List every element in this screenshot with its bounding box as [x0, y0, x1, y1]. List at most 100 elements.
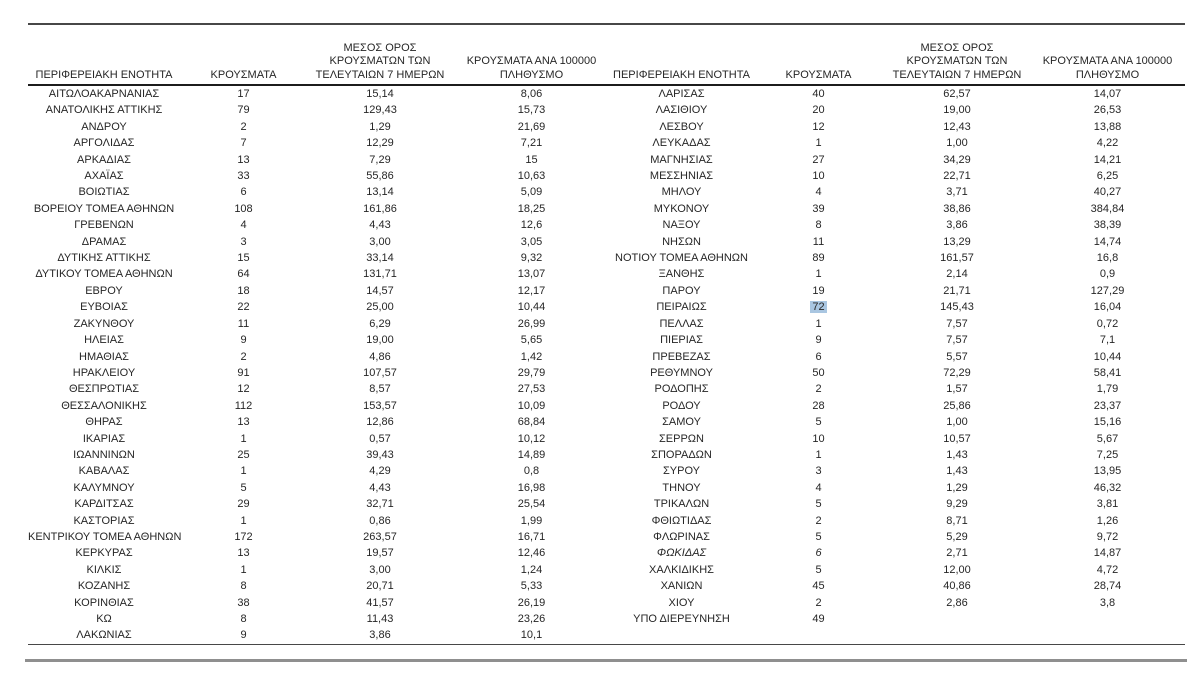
cases-cell: 72	[753, 299, 884, 315]
per100k-cell: 13,07	[453, 266, 610, 282]
cases-value: 1	[240, 465, 247, 478]
region-cell: ΠΡΕΒΕΖΑΣ	[610, 349, 753, 365]
cases-value: 19	[812, 284, 825, 297]
per100k-cell: 4,72	[1030, 562, 1185, 578]
cases-value: 39	[812, 202, 825, 215]
cases-value: 45	[812, 580, 825, 593]
region-label: ΔΥΤΙΚΗΣ ΑΤΤΙΚΗΣ	[57, 252, 151, 265]
per100k-value: 10,44	[1093, 350, 1122, 363]
region-cell: ΡΟΔΟΥ	[610, 398, 753, 414]
avg7-value: 0,57	[369, 432, 391, 445]
region-cell: ΦΩΚΙΔΑΣ	[610, 545, 753, 561]
per100k-cell: 23,37	[1030, 398, 1185, 414]
cases-cell: 10	[753, 168, 884, 184]
avg7-value: 25,00	[366, 301, 394, 314]
region-cell: ΛΕΣΒΟΥ	[610, 119, 753, 135]
cases-cell: 89	[753, 250, 884, 266]
per100k-value: 127,29	[1090, 284, 1125, 297]
region-label: ΡΟΔΟΥ	[662, 399, 701, 412]
avg7-cell: 8,71	[884, 513, 1030, 529]
per100k-cell: 26,53	[1030, 102, 1185, 118]
table-row: ΑΝΑΤΟΛΙΚΗΣ ΑΤΤΙΚΗΣ 79 129,43 15,73 ΛΑΣΙΘ…	[28, 102, 1185, 118]
cases-cell: 4	[180, 217, 307, 233]
region-label: ΠΑΡΟΥ	[662, 284, 701, 297]
table-row: ΚΑΣΤΟΡΙΑΣ 1 0,86 1,99 ΦΘΙΩΤΙΔΑΣ 2 8,71 1…	[28, 513, 1185, 529]
header-region-right: ΠΕΡΙΦΕΡΕΙΑΚΗ ΕΝΟΤΗΤΑ	[610, 25, 753, 86]
cases-value: 25	[237, 448, 250, 461]
region-cell: ΧΑΛΚΙΔΙΚΗΣ	[610, 562, 753, 578]
cases-value: 1	[815, 317, 822, 330]
header-row: ΠΕΡΙΦΕΡΕΙΑΚΗ ΕΝΟΤΗΤΑ ΚΡΟΥΣΜΑΤΑ ΜΕΣΟΣ ΟΡΟ…	[28, 25, 1185, 86]
table-row: ΘΗΡΑΣ 13 12,86 68,84 ΣΑΜΟΥ 5 1,00 15,16	[28, 414, 1185, 430]
region-cell: ΚΟΖΑΝΗΣ	[28, 578, 180, 594]
region-cell: ΒΟΙΩΤΙΑΣ	[28, 184, 180, 200]
table-row: ΚΟΡΙΝΘΙΑΣ 38 41,57 26,19 ΧΙΟΥ 2 2,86 3,8	[28, 595, 1185, 611]
cases-cell: 6	[180, 184, 307, 200]
per100k-value: 7,25	[1096, 448, 1119, 461]
avg7-value: 0,86	[369, 514, 391, 527]
avg7-cell: 25,00	[307, 299, 453, 315]
cases-value: 112	[234, 399, 253, 412]
per100k-value: 16,71	[517, 530, 546, 543]
cases-value: 4	[240, 219, 247, 232]
region-label: ΠΡΕΒΕΖΑΣ	[652, 350, 711, 363]
per100k-cell: 40,27	[1030, 184, 1185, 200]
per100k-cell: 5,67	[1030, 431, 1185, 447]
table-row: ΔΡΑΜΑΣ 3 3,00 3,05 ΝΗΣΩΝ 11 13,29 14,74	[28, 234, 1185, 250]
per100k-value: 26,99	[517, 317, 546, 330]
cases-value: 5	[815, 498, 822, 511]
avg7-value: 2,14	[946, 268, 968, 281]
cases-cell: 6	[753, 349, 884, 365]
cases-value: 1	[240, 432, 247, 445]
avg7-value: 3,86	[369, 629, 391, 642]
region-cell: ΓΡΕΒΕΝΩΝ	[28, 217, 180, 233]
per100k-cell: 0,72	[1030, 316, 1185, 332]
avg7-cell: 1,43	[884, 463, 1030, 479]
region-cell: ΘΕΣΠΡΩΤΙΑΣ	[28, 381, 180, 397]
table-row: ΗΛΕΙΑΣ 9 19,00 5,65 ΠΙΕΡΙΑΣ 9 7,57 7,1	[28, 332, 1185, 348]
avg7-value: 19,00	[366, 334, 394, 347]
per100k-value: 16,98	[517, 481, 546, 494]
cases-cell: 33	[180, 168, 307, 184]
cases-value: 40	[812, 88, 825, 100]
per100k-cell: 10,1	[453, 627, 610, 645]
per100k-value: 18,25	[517, 202, 546, 215]
avg7-cell: 3,86	[307, 627, 453, 645]
avg7-value: 39,43	[366, 448, 394, 461]
region-label: ΚΕΡΚΥΡΑΣ	[75, 547, 133, 560]
region-label: ΚΑΒΑΛΑΣ	[78, 465, 130, 478]
table-row: ΗΜΑΘΙΑΣ 2 4,86 1,42 ΠΡΕΒΕΖΑΣ 6 5,57 10,4…	[28, 349, 1185, 365]
avg7-cell: 13,29	[884, 234, 1030, 250]
region-label: ΚΑΛΥΜΝΟΥ	[73, 481, 135, 494]
region-label: ΒΟΙΩΤΙΑΣ	[78, 186, 130, 199]
cases-value: 6	[815, 547, 822, 560]
cases-value: 1	[815, 268, 822, 281]
cases-cell	[753, 627, 884, 645]
avg7-value: 3,71	[946, 186, 968, 199]
region-label: ΣΥΡΟΥ	[662, 465, 700, 478]
avg7-cell: 19,00	[884, 102, 1030, 118]
per100k-value: 3,81	[1096, 498, 1119, 511]
per100k-cell: 0,8	[453, 463, 610, 479]
per100k-cell: 21,69	[453, 119, 610, 135]
cases-value: 172	[234, 530, 253, 543]
cases-cell: 9	[180, 627, 307, 645]
cases-cell: 8	[180, 611, 307, 627]
per100k-cell: 10,63	[453, 168, 610, 184]
region-cell: ΚΑΒΑΛΑΣ	[28, 463, 180, 479]
per100k-value: 7,21	[520, 137, 543, 150]
table-row: ΕΒΡΟΥ 18 14,57 12,17 ΠΑΡΟΥ 19 21,71 127,…	[28, 283, 1185, 299]
region-cell: ΛΑΡΙΣΑΣ	[610, 85, 753, 102]
avg7-value: 129,43	[363, 104, 397, 117]
avg7-cell: 13,14	[307, 184, 453, 200]
per100k-cell: 15	[453, 152, 610, 168]
avg7-value: 2,71	[946, 547, 968, 560]
per100k-cell: 5,65	[453, 332, 610, 348]
cases-cell: 2	[753, 595, 884, 611]
per100k-cell: 10,09	[453, 398, 610, 414]
avg7-cell: 9,29	[884, 496, 1030, 512]
cases-cell: 112	[180, 398, 307, 414]
cases-cell: 2	[180, 349, 307, 365]
avg7-cell: 8,57	[307, 381, 453, 397]
